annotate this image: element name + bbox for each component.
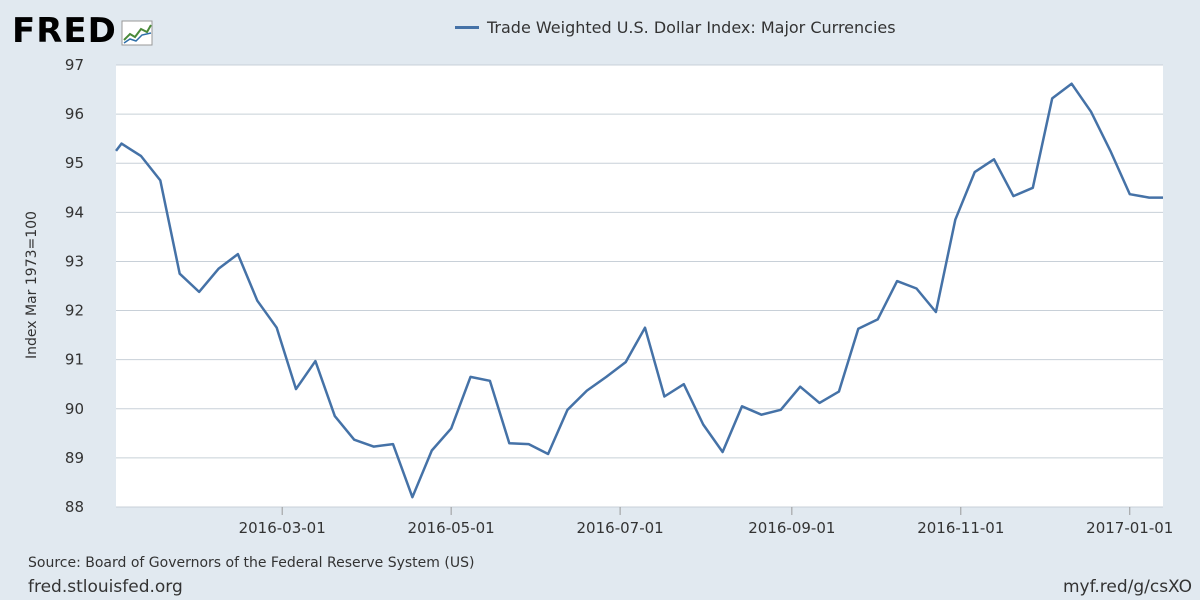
data-point[interactable] — [294, 387, 298, 391]
x-tick-label: 2016-05-01 — [408, 519, 495, 537]
x-tick-label: 2016-09-01 — [748, 519, 835, 537]
x-tick-label: 2017-01-01 — [1086, 519, 1173, 537]
x-tick-label: 2016-03-01 — [239, 519, 326, 537]
short-link[interactable]: myf.red/g/csXO — [1062, 577, 1192, 597]
data-point[interactable] — [1031, 186, 1035, 190]
data-point[interactable] — [469, 375, 473, 379]
data-point[interactable] — [701, 422, 705, 426]
data-point[interactable] — [682, 382, 686, 386]
data-point[interactable] — [507, 441, 511, 445]
data-point[interactable] — [759, 413, 763, 417]
data-point[interactable] — [1128, 192, 1132, 196]
y-tick-label: 90 — [65, 400, 84, 418]
data-point[interactable] — [449, 426, 453, 430]
fred-logo[interactable]: FRED — [12, 8, 155, 48]
data-point[interactable] — [1089, 110, 1093, 114]
data-point[interactable] — [798, 385, 802, 389]
y-tick-label: 91 — [65, 351, 84, 369]
data-point[interactable] — [158, 178, 162, 182]
data-point[interactable] — [643, 326, 647, 330]
data-point[interactable] — [585, 389, 589, 393]
y-tick-label: 92 — [65, 302, 84, 320]
data-point[interactable] — [856, 327, 860, 331]
data-point[interactable] — [333, 414, 337, 418]
data-point[interactable] — [1070, 82, 1074, 86]
data-point[interactable] — [837, 390, 841, 394]
data-point[interactable] — [255, 299, 259, 303]
data-point[interactable] — [565, 408, 569, 412]
data-point[interactable] — [372, 445, 376, 449]
data-point[interactable] — [527, 442, 531, 446]
data-point[interactable] — [779, 408, 783, 412]
data-point[interactable] — [1011, 194, 1015, 198]
grid-lines — [116, 64, 1163, 508]
data-point[interactable] — [313, 359, 317, 363]
data-point[interactable] — [139, 154, 143, 158]
y-tick-label: 95 — [65, 154, 84, 172]
y-tick-label: 97 — [65, 56, 84, 74]
data-point[interactable] — [410, 495, 414, 499]
data-point[interactable] — [740, 404, 744, 408]
data-point[interactable] — [391, 442, 395, 446]
y-tick-label: 89 — [65, 449, 84, 467]
data-point[interactable] — [895, 279, 899, 283]
y-tick-label: 94 — [65, 203, 84, 221]
data-point[interactable] — [818, 401, 822, 405]
y-axis-label: Index Mar 1973=100 — [24, 211, 40, 359]
series-line[interactable] — [115, 82, 1163, 499]
data-point[interactable] — [624, 360, 628, 364]
data-point[interactable] — [721, 450, 725, 454]
data-point[interactable] — [275, 326, 279, 330]
chart-legend: Trade Weighted U.S. Dollar Index: Major … — [455, 18, 896, 37]
fred-logo-text: FRED — [12, 11, 117, 51]
fred-chart-logo-icon — [121, 20, 153, 46]
data-point[interactable] — [973, 170, 977, 174]
series-layer — [114, 82, 1165, 499]
data-point[interactable] — [992, 157, 996, 161]
data-point[interactable] — [430, 449, 434, 453]
x-axis-ticks: 2016-03-01 2016-05-01 2016-07-01 2016-09-01… — [239, 507, 1173, 537]
plot-area — [116, 65, 1163, 507]
data-point[interactable] — [216, 267, 220, 271]
y-tick-label: 96 — [65, 105, 84, 123]
data-point[interactable] — [934, 310, 938, 314]
data-point[interactable] — [236, 252, 240, 256]
data-point[interactable] — [197, 290, 201, 294]
y-tick-label: 88 — [65, 498, 84, 516]
x-tick-label: 2016-11-01 — [917, 519, 1004, 537]
data-point[interactable] — [1108, 149, 1112, 153]
data-point[interactable] — [1147, 196, 1151, 200]
data-point[interactable] — [876, 317, 880, 321]
data-point[interactable] — [1161, 196, 1165, 200]
data-point[interactable] — [546, 452, 550, 456]
data-point[interactable] — [662, 395, 666, 399]
source-note: Source: Board of Governors of the Federa… — [28, 555, 475, 571]
data-point[interactable] — [178, 272, 182, 276]
site-link[interactable]: fred.stlouisfed.org — [28, 577, 183, 597]
x-tick-label: 2016-07-01 — [577, 519, 664, 537]
legend-series-label: Trade Weighted U.S. Dollar Index: Major … — [487, 18, 896, 37]
data-point[interactable] — [114, 149, 118, 153]
data-point[interactable] — [1050, 96, 1054, 100]
data-point[interactable] — [914, 286, 918, 290]
data-point[interactable] — [604, 375, 608, 379]
y-axis-ticks: 88 89 90 91 92 93 94 95 96 97 — [65, 56, 84, 516]
legend-line-swatch — [455, 26, 479, 29]
data-point[interactable] — [352, 438, 356, 442]
data-point[interactable] — [488, 379, 492, 383]
data-point[interactable] — [120, 142, 124, 146]
y-tick-label: 93 — [65, 252, 84, 270]
data-point[interactable] — [953, 218, 957, 222]
